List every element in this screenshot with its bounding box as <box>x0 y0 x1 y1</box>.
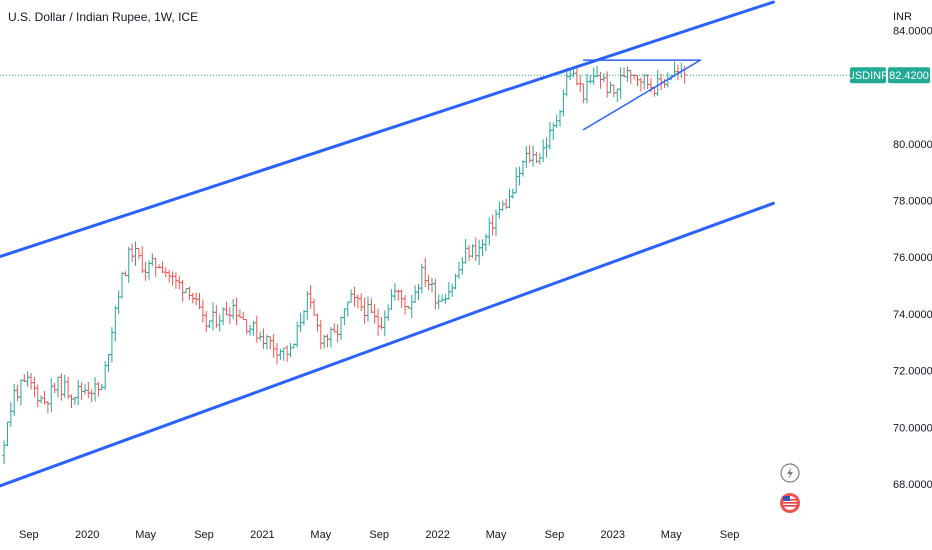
y-tick-label: 68.0000 <box>893 479 932 491</box>
chart-title: U.S. Dollar / Indian Rupee, 1W, ICE <box>8 10 198 24</box>
x-tick-label: May <box>135 529 156 541</box>
price-badge <box>888 67 930 84</box>
x-tick-label: 2020 <box>75 529 99 541</box>
x-tick-label: 2023 <box>601 529 625 541</box>
lightning-icon[interactable] <box>780 463 800 483</box>
x-tick-label: May <box>486 529 507 541</box>
x-tick-label: May <box>661 529 682 541</box>
y-tick-label: 78.0000 <box>893 196 932 208</box>
price-badge-label: 82.4200 <box>889 70 929 82</box>
x-tick-label: Sep <box>19 529 39 541</box>
x-tick-label: Sep <box>194 529 214 541</box>
y-tick-label: 84.0000 <box>893 25 932 37</box>
channel-lower-line[interactable] <box>0 201 775 518</box>
x-tick-label: May <box>310 529 331 541</box>
y-tick-label: 80.0000 <box>893 139 932 151</box>
y-axis-unit: INR <box>893 11 912 23</box>
trend-lines-group <box>0 0 850 518</box>
triangle-bottom-line[interactable] <box>582 59 702 131</box>
y-tick-label: 74.0000 <box>893 309 932 321</box>
candles-group <box>2 61 687 464</box>
last-price-marker: USDINR 82.4200 <box>847 67 930 84</box>
us-flag-icon[interactable] <box>780 493 800 513</box>
y-tick-label: 76.0000 <box>893 252 932 264</box>
x-tick-label: 2021 <box>250 529 274 541</box>
y-axis: 84.0000 80.0000 78.0000 76.0000 74.0000 72.00… <box>893 25 932 491</box>
x-tick-label: Sep <box>720 529 740 541</box>
y-tick-label: 72.0000 <box>893 366 932 378</box>
channel-upper-line[interactable] <box>0 0 775 286</box>
y-tick-label: 70.0000 <box>893 422 932 434</box>
x-axis: May Sep 2020 May Sep 2021 May Sep 2022 May Sep 2023… <box>19 529 740 541</box>
x-tick-label: 2022 <box>425 529 449 541</box>
symbol-badge-label: USDINR <box>847 70 889 82</box>
symbol-badge <box>850 67 886 84</box>
x-tick-label: Sep <box>369 529 389 541</box>
x-tick-label: Sep <box>545 529 565 541</box>
